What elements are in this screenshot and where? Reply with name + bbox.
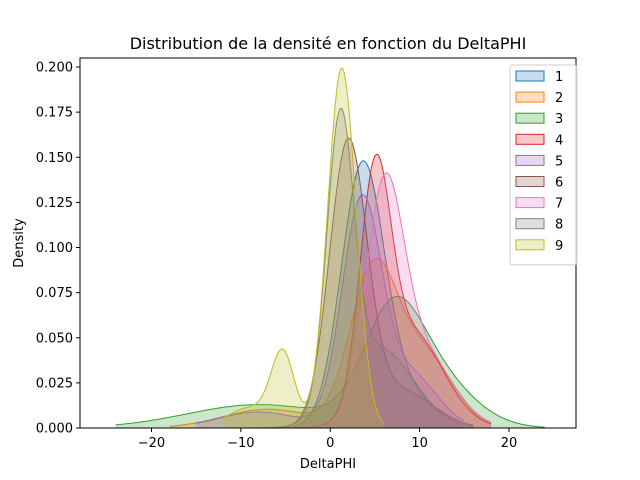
legend-swatch-6 [515,176,545,187]
y-tick-label: 0.000 [36,422,73,437]
legend-label-8: 8 [555,218,563,233]
series-9-line [222,67,385,424]
y-tick-label: 0.025 [36,376,73,391]
legend-swatch-8 [515,218,545,230]
series-9-fill [223,68,384,428]
y-tick-label: 0.050 [36,331,73,346]
x-axis: −20 −10 0 10 20 [138,428,517,451]
legend: 1 2 3 4 5 6 7 8 9 [509,64,578,266]
series-3-line [115,295,545,428]
x-tick-label: 20 [501,436,518,451]
x-tick-label: 0 [326,436,334,451]
y-tick-label: 0.125 [36,196,73,211]
legend-swatch-7 [515,197,545,209]
y-tick-label: 0.150 [36,151,73,166]
legend-label-9: 9 [555,239,563,254]
series-1-fill [294,160,465,428]
legend-label-5: 5 [555,154,563,169]
y-axis-label: Density [12,218,27,268]
x-tick-label: −10 [227,436,254,451]
series-7-fill [276,172,492,428]
y-tick-label: 0.200 [36,61,73,76]
legend-swatch-3 [515,112,545,124]
series-5-fill [196,194,465,428]
legend-label-7: 7 [555,197,563,212]
legend-label-2: 2 [555,91,563,106]
legend-swatch-4 [515,133,545,145]
legend-swatch-1 [515,70,545,82]
chart-title: Distribution de la densité en fonction d… [130,34,527,53]
legend-swatch-5 [515,154,545,166]
legend-swatch-2 [515,91,545,103]
legend-label-4: 4 [555,133,563,148]
series-5-line [196,194,465,424]
y-tick-label: 0.100 [36,241,73,256]
y-tick-label: 0.175 [36,106,73,121]
series-1-line [294,160,465,427]
series-6-fill [223,138,474,429]
x-tick-label: 10 [411,436,428,451]
x-tick-label: −20 [138,436,165,451]
series-2-fill [169,258,492,428]
y-axis: 0.000 0.025 0.050 0.075 0.100 0.125 0.150 0.175… [36,61,80,437]
legend-label-6: 6 [555,176,563,191]
series-8-fill [223,108,474,429]
legend-label-1: 1 [555,70,563,85]
series-4-fill [258,154,492,429]
x-axis-label: DeltaPHI [300,457,356,472]
legend-swatch-9 [515,239,545,251]
legend-label-3: 3 [555,112,563,127]
y-tick-label: 0.075 [36,286,73,301]
